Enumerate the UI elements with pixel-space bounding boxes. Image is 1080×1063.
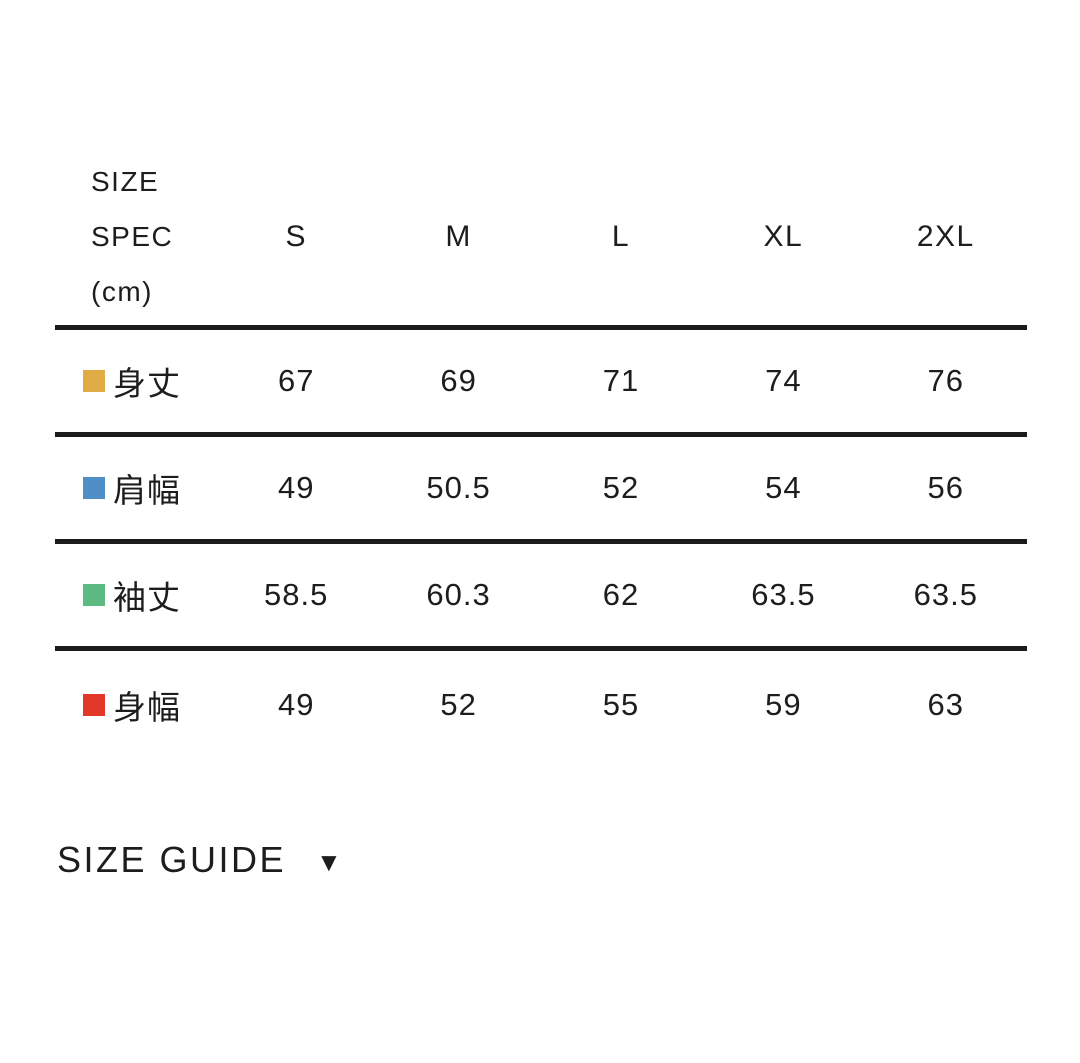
measurement-label: 袖丈 [113, 579, 181, 616]
caret-down-icon: ▼ [316, 847, 342, 877]
measurement-label: 身幅 [113, 688, 181, 726]
legend-swatch [83, 370, 105, 392]
value-cell: 58.5 [264, 577, 329, 612]
table-row-body-width: 身幅 49 52 55 59 63 [55, 651, 1027, 758]
corner-line-2: SPEC [91, 221, 174, 252]
column-header-l: L [611, 219, 631, 253]
table-header-row: SIZE SPEC (cm) S M L XL 2XL [55, 148, 1027, 330]
value-cell: 67 [277, 363, 315, 398]
legend-swatch [83, 584, 105, 606]
value-cell: 59 [765, 686, 802, 722]
value-cell: 63.5 [751, 577, 816, 612]
value-cell: 49 [277, 470, 315, 505]
measurement-label: 身丈 [113, 365, 181, 402]
value-cell: 52 [602, 470, 640, 505]
table-corner-label: SIZE SPEC (cm) [55, 154, 215, 319]
size-guide-label: SIZE GUIDE [57, 839, 287, 880]
table-row-sleeve-length: 袖丈 58.5 60.3 62 63.5 63.5 [55, 544, 1027, 651]
value-cell: 69 [440, 363, 477, 398]
size-guide-toggle[interactable]: SIZE GUIDE ▼ [57, 836, 342, 884]
table-row-body-length: 身丈 67 69 71 74 76 [55, 330, 1027, 437]
column-header-m: M [445, 219, 472, 253]
value-cell: 56 [927, 470, 965, 505]
value-cell: 49 [277, 686, 315, 722]
table-row-shoulder-width: 肩幅 49 50.5 52 54 56 [55, 437, 1027, 544]
value-cell: 74 [765, 363, 802, 398]
measurement-label-cell: 身幅 [55, 681, 215, 729]
value-cell: 55 [602, 686, 640, 722]
value-cell: 71 [602, 363, 640, 398]
value-cell: 54 [765, 470, 802, 505]
value-cell: 63 [927, 686, 965, 722]
size-spec-table: SIZE SPEC (cm) S M L XL 2XL 身丈 67 69 71 … [55, 148, 1027, 758]
value-cell: 62 [602, 577, 640, 612]
value-cell: 60.3 [426, 577, 491, 612]
column-header-xl: XL [763, 219, 804, 253]
corner-line-3: (cm) [91, 276, 153, 307]
legend-swatch [83, 693, 105, 716]
measurement-label-cell: 袖丈 [55, 571, 215, 619]
measurement-label-cell: 身丈 [55, 357, 215, 405]
column-header-s: S [285, 219, 307, 253]
legend-swatch [83, 477, 105, 499]
measurement-label-cell: 肩幅 [55, 464, 215, 512]
column-header-2xl: 2XL [916, 219, 975, 253]
corner-line-1: SIZE [91, 166, 160, 197]
measurement-label: 肩幅 [113, 472, 181, 509]
value-cell: 63.5 [913, 577, 978, 612]
value-cell: 52 [440, 686, 477, 722]
value-cell: 76 [927, 363, 965, 398]
value-cell: 50.5 [426, 470, 491, 505]
